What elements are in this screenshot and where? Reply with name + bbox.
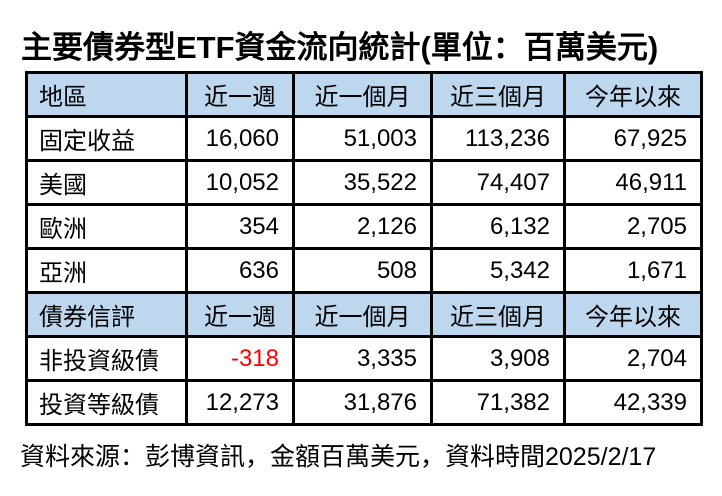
row-label: 投資等級債 — [25, 379, 188, 426]
column-header-month: 近一個月 — [292, 291, 433, 338]
region-header-row: 地區 近一週 近一個月 近三個月 今年以來 — [25, 71, 703, 118]
column-header-credit-rating: 債券信評 — [25, 291, 188, 338]
column-header-quarter: 近三個月 — [430, 71, 566, 118]
cell-value: 3,335 — [292, 335, 433, 382]
column-header-quarter: 近三個月 — [430, 291, 566, 338]
column-header-region: 地區 — [25, 71, 188, 118]
row-label: 美國 — [25, 159, 188, 206]
table-row-us: 美國 10,052 35,522 74,407 46,911 — [25, 159, 703, 206]
cell-value: 2,704 — [563, 335, 703, 382]
column-header-ytd: 今年以來 — [563, 291, 703, 338]
page-title: 主要債券型ETF資金流向統計(單位：百萬美元) — [21, 30, 659, 65]
table-row-high-yield: 非投資級債 -318 3,335 3,908 2,704 — [25, 335, 703, 382]
cell-value: 16,060 — [185, 115, 295, 162]
cell-value: 46,911 — [563, 159, 703, 206]
row-label: 亞洲 — [25, 247, 188, 294]
credit-rating-header-row: 債券信評 近一週 近一個月 近三個月 今年以來 — [25, 291, 703, 338]
row-label: 歐洲 — [25, 203, 188, 250]
cell-value: 31,876 — [292, 379, 433, 426]
table-row-europe: 歐洲 354 2,126 6,132 2,705 — [25, 203, 703, 250]
column-header-ytd: 今年以來 — [563, 71, 703, 118]
column-header-month: 近一個月 — [292, 71, 433, 118]
etf-flow-table: 地區 近一週 近一個月 近三個月 今年以來 固定收益 16,060 51,003… — [25, 71, 703, 426]
table-row-fixed-income: 固定收益 16,060 51,003 113,236 67,925 — [25, 115, 703, 162]
cell-value: 5,342 — [430, 247, 566, 294]
cell-value: 67,925 — [563, 115, 703, 162]
cell-value: 2,126 — [292, 203, 433, 250]
cell-value: 508 — [292, 247, 433, 294]
table-row-investment-grade: 投資等級債 12,273 31,876 71,382 42,339 — [25, 379, 703, 426]
row-label: 固定收益 — [25, 115, 188, 162]
cell-value: 71,382 — [430, 379, 566, 426]
cell-value: 35,522 — [292, 159, 433, 206]
cell-value: 2,705 — [563, 203, 703, 250]
source-note: 資料來源：彭博資訊，金額百萬美元，資料時間2025/2/17 — [20, 443, 657, 471]
cell-value: 74,407 — [430, 159, 566, 206]
cell-value: 6,132 — [430, 203, 566, 250]
cell-value: 113,236 — [430, 115, 566, 162]
cell-value: 12,273 — [185, 379, 295, 426]
cell-value: 3,908 — [430, 335, 566, 382]
table-row-asia: 亞洲 636 508 5,342 1,671 — [25, 247, 703, 294]
column-header-week: 近一週 — [185, 71, 295, 118]
cell-value: 636 — [185, 247, 295, 294]
column-header-week: 近一週 — [185, 291, 295, 338]
cell-value: 1,671 — [563, 247, 703, 294]
cell-value: 354 — [185, 203, 295, 250]
cell-value-negative: -318 — [185, 335, 295, 382]
cell-value: 42,339 — [563, 379, 703, 426]
cell-value: 10,052 — [185, 159, 295, 206]
row-label: 非投資級債 — [25, 335, 188, 382]
cell-value: 51,003 — [292, 115, 433, 162]
